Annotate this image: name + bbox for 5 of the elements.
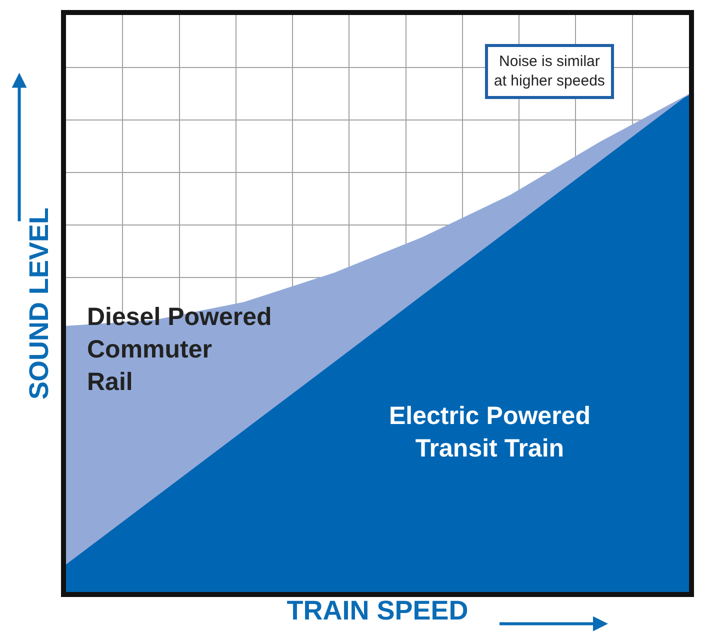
series-label: Diesel Powered Commuter Rail: [87, 303, 272, 396]
text: Noise is similar at higher speeds: [494, 53, 605, 90]
series-label: Electric Powered Transit Train: [389, 402, 590, 462]
x-axis-title: TRAIN SPEED: [286, 595, 468, 626]
y-axis-title: SOUND LEVEL: [24, 207, 54, 400]
